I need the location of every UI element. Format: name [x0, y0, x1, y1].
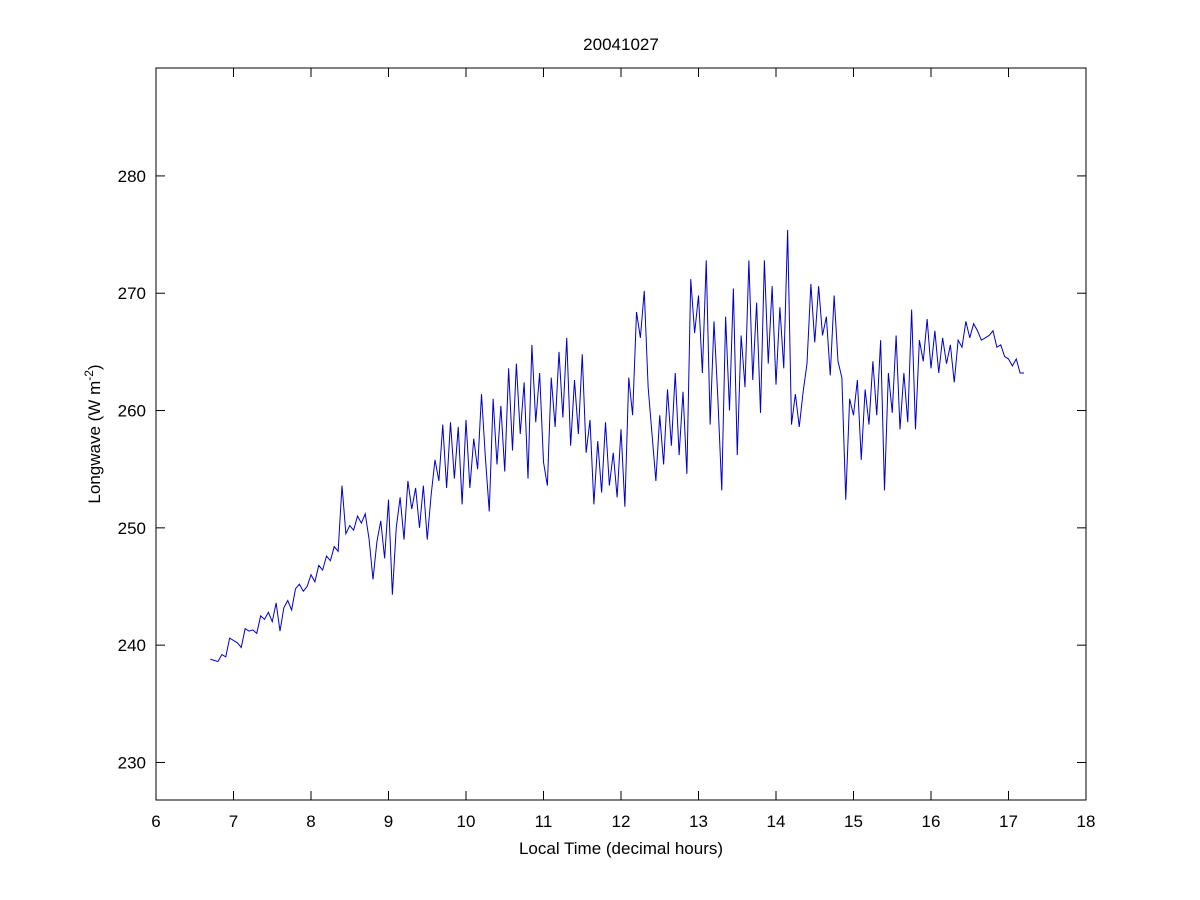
x-tick-label: 15	[844, 812, 863, 831]
y-tick-label: 280	[118, 167, 146, 186]
y-tick-label: 250	[118, 519, 146, 538]
x-tick-label: 11	[535, 812, 553, 831]
y-axis-label-text: Longwave (W m	[85, 381, 104, 504]
x-tick-label: 13	[689, 812, 708, 831]
x-tick-label: 7	[229, 812, 238, 831]
y-tick-label: 270	[118, 284, 146, 303]
y-tick-label: 260	[118, 402, 146, 421]
data-line	[210, 229, 1024, 663]
x-tick-label: 8	[306, 812, 315, 831]
y-axis-label-suffix: )	[85, 364, 104, 370]
chart-title: 20041027	[583, 35, 659, 54]
x-tick-label: 10	[457, 812, 476, 831]
x-tick-label: 18	[1077, 812, 1096, 831]
y-axis-label-superscript: -2	[82, 370, 96, 381]
y-tick-label: 230	[118, 753, 146, 772]
x-tick-label: 6	[151, 812, 160, 831]
x-axis-label: Local Time (decimal hours)	[519, 839, 723, 858]
x-tick-label: 17	[999, 812, 1018, 831]
x-tick-label: 14	[767, 812, 786, 831]
x-tick-label: 12	[612, 812, 631, 831]
x-tick-label: 16	[922, 812, 941, 831]
x-tick-label: 9	[384, 812, 393, 831]
y-tick-label: 240	[118, 636, 146, 655]
y-axis-label: Longwave (W m-2)	[82, 364, 104, 503]
